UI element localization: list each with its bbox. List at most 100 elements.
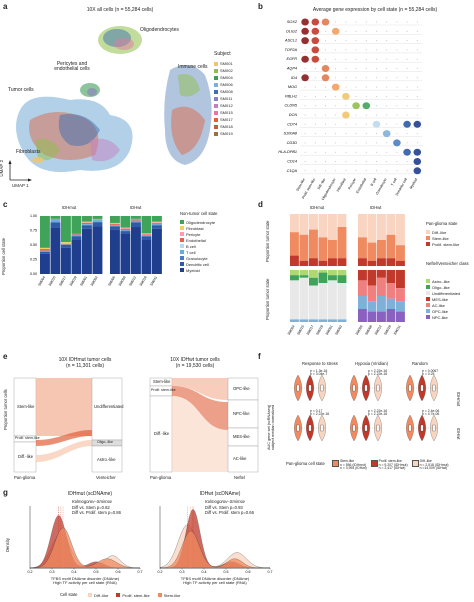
panel-e-right-title: 10X IDHwt tumor cells (170, 357, 220, 363)
violin-mark (311, 55, 320, 63)
panel-d-legend1-title: Pan-glioma state (426, 221, 458, 226)
cell-state-label: Endothelial (355, 177, 367, 194)
g-legend-title: Cell state (60, 592, 78, 597)
violin-mark (406, 114, 408, 116)
violin-mark (304, 161, 306, 162)
x-tick: 0.5 (224, 570, 229, 574)
bar-segment (71, 235, 82, 237)
violin-mark (325, 133, 326, 135)
legend-item: Granulocyte (180, 255, 215, 261)
legend-item: Endothelial (180, 237, 215, 243)
violin-mark (386, 21, 388, 23)
gene-label: CD14 (287, 160, 297, 164)
violin-mark (386, 95, 388, 97)
legend-swatch (214, 82, 218, 87)
bar-segment (40, 216, 50, 248)
legend-item: T cell (180, 249, 215, 255)
sample-label: SM011 (393, 324, 402, 335)
bar-segment (386, 234, 396, 259)
legend-swatch (180, 220, 184, 224)
violin-mark (376, 58, 377, 60)
sample-label: SM019 (69, 275, 78, 286)
g-left-ks-2: Diff vs. Prolif. stem p=0.86 (72, 510, 121, 515)
legend-swatch (214, 103, 218, 108)
violin-mark (386, 86, 388, 88)
legend-label: B cell (186, 243, 196, 249)
gene-label: DCN (289, 113, 297, 117)
bar-segment (367, 301, 377, 312)
legend-item: Oligodendrocyte (180, 219, 215, 225)
violin-mark (304, 170, 306, 172)
violin-mark (314, 133, 316, 135)
violin-mark (406, 95, 408, 97)
bar-segment (92, 226, 103, 274)
sample-label: SM018 (383, 324, 392, 335)
bar-segment (396, 270, 405, 289)
cell-state-label: Diff.-like (317, 178, 327, 191)
bar-segment (50, 221, 61, 223)
bar-segment (110, 226, 120, 230)
violin-mark (304, 95, 306, 97)
violin-mark (314, 86, 316, 88)
legend-swatch (426, 309, 430, 313)
bar-segment (152, 216, 162, 222)
legend-label: Diff.-like (432, 229, 447, 235)
violin-mark (376, 40, 377, 42)
violin-mark (396, 58, 398, 60)
f-stat-2-3: p = 2.4e-06 p = 4.7e-06 (422, 409, 440, 417)
legend-item: Oligo.-like (426, 284, 460, 290)
sample-label: SM017 (306, 324, 315, 335)
violin-mark (396, 30, 398, 32)
legend-label: SM017 (220, 117, 233, 122)
e-left-axis-1: Pan-glioma (14, 475, 36, 480)
gene-label: TOP2A (285, 48, 298, 52)
bar-segment (152, 221, 162, 223)
bar-segment (396, 288, 405, 302)
bar-segment (309, 270, 318, 278)
g-right-title: IDHwt (scDNAme) (199, 491, 241, 497)
violin-mark (335, 161, 337, 162)
legend-label: Diff.-like n = 2,518 (IDHmut) n =14,009 … (419, 459, 449, 471)
sample-label: SM002 (90, 275, 99, 286)
legend-swatch (426, 291, 430, 295)
violin-mark (406, 21, 408, 23)
bar-segment (61, 243, 71, 245)
legend-item: AC-like (426, 302, 460, 308)
bar-segment (299, 270, 309, 276)
bar-segment (120, 231, 131, 234)
f-stat-1-3: p = 0.0067 p = 0.25 (422, 369, 439, 377)
violin-mark (335, 133, 337, 135)
legend-swatch (214, 89, 218, 94)
violin-mark (311, 37, 320, 45)
bar-segment (337, 258, 347, 266)
violin-mark (386, 30, 388, 32)
cluster-label-tumor: Tumor cells (8, 87, 34, 93)
f-n-legend: Stem-like n = 556 (IDHmut) n = 3,994 (ID… (332, 459, 449, 471)
e-left-stem: Stem-like (17, 404, 35, 409)
violin-mark (304, 142, 306, 144)
violin-mark (365, 170, 367, 172)
violin-mark (314, 114, 316, 116)
violin-mark (355, 151, 357, 153)
bar-segment (92, 219, 103, 221)
violin-mark (355, 21, 357, 23)
bar-segment (290, 255, 299, 266)
violin-mark (376, 77, 377, 79)
bar-segment (386, 283, 396, 299)
sample-label: SM004 (37, 275, 46, 286)
e-left-undiff: Undifferentiated (94, 404, 124, 409)
violin-mark (355, 40, 357, 42)
bar-segment (367, 285, 377, 302)
bar-segment (290, 214, 299, 233)
f-stat-1-2: p < 2.22e-16 p = 2.22e-16 (368, 369, 388, 377)
bar-segment (358, 270, 367, 281)
legend-label: SM002 (220, 68, 233, 73)
bar-segment (82, 228, 92, 274)
sample-label: SM017 (58, 275, 67, 286)
bar-segment (377, 214, 386, 240)
panel-a-title: 10X all cells (n = 55,284 cells) (86, 7, 154, 13)
violin-mark (386, 58, 388, 60)
violin-mark (396, 170, 398, 172)
legend-item: Fibroblast (180, 225, 215, 231)
legend-label: T cell (186, 249, 196, 255)
